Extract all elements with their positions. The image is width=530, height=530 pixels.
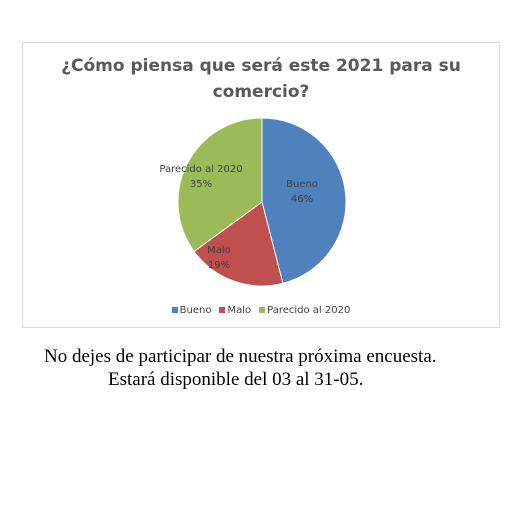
chart-legend: Bueno Malo Parecido al 2020 xyxy=(23,305,499,316)
pie-slice-malo xyxy=(193,201,284,287)
footer-line-1: No dejes de participar de nuestra próxim… xyxy=(44,346,437,367)
legend-label: Parecido al 2020 xyxy=(267,305,351,316)
slice-label-category: Bueno xyxy=(286,179,318,190)
slice-label-category: Parecido al 2020 xyxy=(159,164,242,175)
footer-line-2: Estará disponible del 03 al 31-05. xyxy=(108,369,364,390)
chart-title: ¿Cómo piensa que será este 2021 para su … xyxy=(23,53,499,105)
legend-item: Parecido al 2020 xyxy=(259,305,350,316)
pie-chart: Bueno 46% Malo 19% Parecido al 2020 35% xyxy=(159,117,347,287)
legend-label: Bueno xyxy=(179,305,212,316)
pie-slice-bueno xyxy=(261,117,347,284)
pie-slice-parecido-al-2020 xyxy=(177,117,263,253)
legend-item: Bueno xyxy=(171,305,212,316)
slice-label-value: 35% xyxy=(190,179,212,190)
legend-swatch xyxy=(171,307,178,313)
chart-frame: ¿Cómo piensa que será este 2021 para su … xyxy=(22,42,500,328)
legend-swatch xyxy=(219,307,226,313)
legend-item: Malo xyxy=(219,305,251,316)
slice-label-value: 46% xyxy=(291,194,313,205)
slice-label-value: 19% xyxy=(208,260,230,271)
chart-title-line-1: ¿Cómo piensa que será este 2021 para su xyxy=(61,56,461,76)
chart-title-line-2: comercio? xyxy=(212,82,310,102)
legend-swatch xyxy=(259,307,266,313)
legend-label: Malo xyxy=(227,305,252,316)
slice-label-category: Malo xyxy=(207,245,231,256)
